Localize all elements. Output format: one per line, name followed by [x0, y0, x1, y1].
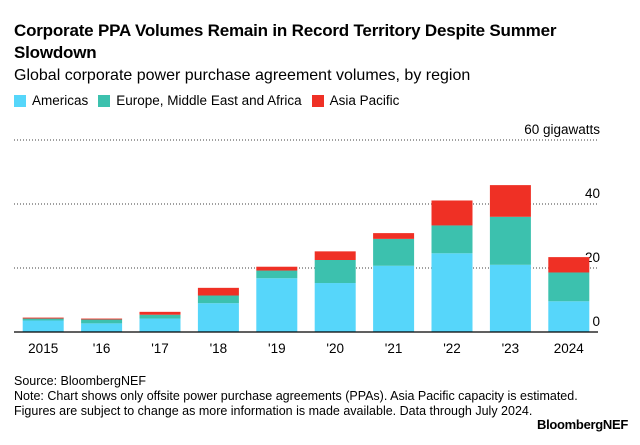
bar-segment	[314, 251, 356, 260]
bar-segment	[373, 233, 415, 239]
bar-segment	[431, 253, 473, 332]
brand-logo: BloombergNEF	[536, 417, 628, 432]
bar-segment	[22, 318, 64, 321]
x-tick-label: '19	[268, 341, 286, 356]
legend-swatch-asia-pacific	[311, 94, 324, 107]
legend-label-americas: Americas	[32, 93, 89, 108]
legend-item-asia-pacific: Asia Pacific	[311, 93, 400, 108]
bar-segment	[489, 185, 531, 217]
bar-segment	[256, 278, 298, 332]
x-tick-label: '23	[502, 341, 520, 356]
x-tick-label: '17	[151, 341, 169, 356]
y-tick-label: 0	[592, 314, 600, 329]
bar-segment	[139, 311, 181, 315]
y-tick-label: 60 gigawatts	[524, 122, 600, 137]
bar-segment	[373, 265, 415, 332]
chart-subtitle: Global corporate power purchase agreemen…	[14, 67, 471, 84]
x-tick-label: 2024	[554, 341, 585, 356]
x-tick-label: '22	[443, 341, 461, 356]
chart-footer: Source: BloombergNEF Note: Chart shows o…	[14, 374, 614, 419]
bar-segment	[314, 260, 356, 284]
bar-segment	[139, 318, 181, 332]
x-tick-label: '21	[385, 341, 403, 356]
x-tick-label: '20	[326, 341, 344, 356]
bar-segment	[489, 216, 531, 265]
legend-label-emea: Europe, Middle East and Africa	[116, 93, 302, 108]
y-tick-label: 40	[585, 186, 600, 201]
bar-segment	[548, 257, 590, 273]
bar-segment	[22, 320, 64, 332]
legend-item-americas: Americas	[14, 93, 88, 108]
bar-segment	[314, 283, 356, 332]
source-text: Source: BloombergNEF	[14, 374, 147, 388]
legend-item-emea: Europe, Middle East and Africa	[98, 93, 302, 108]
legend-label-asia-pacific: Asia Pacific	[329, 93, 400, 108]
bar-segment	[256, 270, 298, 279]
bar-segment	[81, 319, 123, 324]
bar-segment	[197, 303, 239, 332]
bar-segment	[548, 272, 590, 302]
bar-segment	[81, 323, 123, 332]
chart-title: Corporate PPA Volumes Remain in Record T…	[14, 21, 557, 62]
bar-segment	[373, 238, 415, 266]
bar-segment	[431, 200, 473, 226]
x-tick-label: '16	[93, 341, 111, 356]
bar-segment	[256, 266, 298, 271]
bar-segment	[197, 287, 239, 296]
bar-segment	[548, 301, 590, 332]
bar-segment	[22, 317, 64, 319]
bar-segment	[431, 225, 473, 254]
bar-segment	[139, 314, 181, 319]
x-tick-label: '18	[210, 341, 228, 356]
legend-swatch-emea	[98, 94, 111, 107]
bar-segment	[81, 318, 123, 320]
legend-swatch-americas	[14, 94, 26, 107]
x-tick-label: 2015	[28, 341, 58, 356]
bar-segment	[197, 295, 239, 304]
note-text: Note: Chart shows only offsite power pur…	[14, 389, 578, 418]
legend: Americas Europe, Middle East and Africa …	[14, 93, 409, 108]
bar-segment	[489, 264, 531, 332]
